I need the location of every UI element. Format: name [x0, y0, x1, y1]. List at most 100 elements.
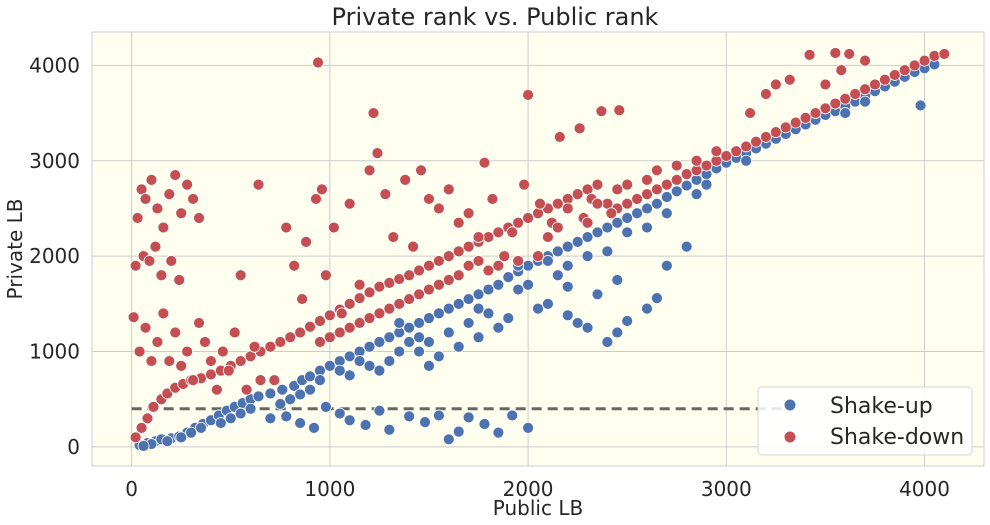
- data-point: [651, 164, 663, 177]
- data-point: [403, 410, 416, 423]
- data-point: [442, 274, 455, 286]
- chart-title: Private rank vs. Public rank: [332, 3, 659, 31]
- data-point: [553, 131, 566, 143]
- data-point: [393, 345, 406, 358]
- data-point: [373, 364, 386, 377]
- data-point: [452, 269, 465, 282]
- data-point: [442, 250, 455, 263]
- data-point: [859, 54, 871, 67]
- data-point: [147, 400, 160, 413]
- data-point: [288, 259, 301, 272]
- data-point: [849, 88, 862, 100]
- data-point: [472, 255, 485, 267]
- data-point: [651, 292, 663, 305]
- data-point: [234, 355, 247, 367]
- data-point: [462, 207, 475, 220]
- data-point: [482, 283, 495, 296]
- data-point: [173, 274, 186, 286]
- data-point: [314, 336, 326, 348]
- data-point: [809, 107, 822, 119]
- data-point: [611, 326, 624, 339]
- data-point: [829, 97, 842, 110]
- data-point: [835, 64, 848, 77]
- data-point: [613, 104, 626, 117]
- data-point: [343, 297, 356, 310]
- data-point: [135, 421, 148, 434]
- data-point: [571, 235, 584, 248]
- data-point: [561, 240, 574, 253]
- data-point: [908, 59, 921, 72]
- data-point: [532, 250, 544, 263]
- data-point: [383, 355, 396, 367]
- data-point: [660, 191, 673, 203]
- y-tick-label: 0: [67, 435, 80, 459]
- data-point: [210, 383, 223, 396]
- data-point: [280, 221, 293, 234]
- data-point: [651, 183, 663, 196]
- data-point: [157, 221, 170, 234]
- data-point: [419, 416, 431, 429]
- data-point: [268, 374, 281, 387]
- data-point: [551, 269, 564, 282]
- data-point: [320, 269, 332, 282]
- data-point: [423, 359, 435, 372]
- data-point: [631, 207, 644, 220]
- data-point: [139, 193, 152, 205]
- data-point: [432, 202, 445, 215]
- data-point: [750, 135, 762, 148]
- data-point: [452, 245, 465, 258]
- series-shake-down: [127, 47, 951, 444]
- data-point: [641, 221, 653, 234]
- data-point: [581, 250, 594, 263]
- data-point: [498, 250, 511, 263]
- data-point: [359, 419, 372, 431]
- data-point: [542, 297, 554, 310]
- data-point: [363, 164, 376, 177]
- data-point: [690, 154, 703, 167]
- data-point: [149, 240, 162, 253]
- data-point: [518, 178, 531, 191]
- data-point: [304, 320, 316, 333]
- data-point: [335, 307, 348, 320]
- data-point: [264, 340, 277, 353]
- data-point: [532, 207, 544, 220]
- data-point: [605, 207, 618, 220]
- data-point: [478, 156, 491, 169]
- data-point: [621, 315, 634, 327]
- data-point: [193, 317, 205, 329]
- data-point: [730, 145, 743, 158]
- data-point: [442, 433, 455, 446]
- legend-marker-shake-down: [783, 430, 797, 444]
- x-axis-label: Public LB: [493, 496, 583, 520]
- data-point: [151, 336, 164, 348]
- data-point: [482, 307, 495, 320]
- data-point: [403, 321, 416, 334]
- data-point: [680, 168, 693, 181]
- data-point: [145, 355, 158, 367]
- data-point: [244, 402, 257, 415]
- data-point: [442, 183, 455, 196]
- data-point: [502, 312, 515, 325]
- data-point: [561, 259, 574, 272]
- data-point: [680, 240, 693, 253]
- legend: Shake-up Shake-down: [757, 386, 973, 456]
- data-point: [131, 212, 144, 224]
- data-point: [462, 293, 475, 305]
- data-point: [670, 185, 683, 198]
- data-point: [387, 231, 400, 243]
- data-point: [641, 173, 653, 186]
- data-point: [869, 78, 881, 91]
- data-point: [327, 221, 340, 234]
- data-point: [512, 216, 525, 229]
- data-point: [187, 374, 199, 387]
- data-point: [660, 207, 673, 220]
- data-point: [353, 317, 366, 329]
- data-point: [399, 173, 412, 186]
- x-tick-label: 0: [125, 477, 138, 501]
- data-point: [363, 312, 376, 325]
- data-point: [928, 49, 941, 62]
- data-point: [252, 390, 265, 403]
- data-point: [193, 212, 205, 224]
- data-point: [423, 336, 435, 348]
